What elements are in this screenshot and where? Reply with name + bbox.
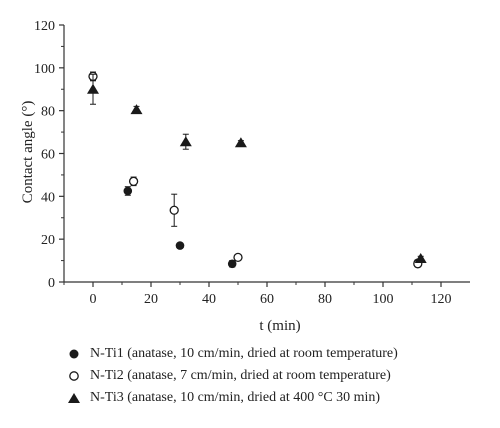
data-point	[414, 252, 427, 263]
filled-triangle-icon	[66, 390, 82, 406]
legend-label-n-ti1: N-Ti1 (anatase, 10 cm/min, dried at room…	[90, 346, 398, 361]
data-point	[179, 136, 192, 147]
x-tick-label: 40	[202, 292, 216, 307]
filled-circle-icon	[66, 346, 82, 362]
open-circle-icon	[66, 368, 82, 384]
y-tick-label: 0	[48, 276, 55, 291]
y-tick-label: 20	[41, 233, 55, 248]
scatter-plot: 0 20 40 60 80 100 120 0 20 40 60 80 100 120 t (min) C…	[20, 19, 470, 334]
data-point	[169, 205, 179, 215]
y-tick-label: 120	[34, 19, 55, 34]
legend: N-Ti1 (anatase, 10 cm/min, dried at room…	[66, 343, 496, 409]
data-point	[227, 259, 237, 269]
data-point	[130, 104, 143, 115]
legend-label-n-ti3: N-Ti3 (anatase, 10 cm/min, dried at 400 …	[90, 390, 381, 405]
data-point	[234, 137, 247, 148]
x-tick-label: 100	[373, 292, 394, 307]
y-tick-label: 80	[41, 105, 55, 120]
legend-label-n-ti2: N-Ti2 (anatase, 7 cm/min, dried at room …	[90, 368, 391, 383]
data-marks	[87, 71, 427, 269]
series-3	[87, 73, 427, 263]
y-tick-label: 60	[41, 148, 55, 163]
x-tick-label: 0	[90, 292, 97, 307]
x-axis-title: t (min)	[259, 318, 300, 334]
data-point	[87, 83, 99, 94]
x-tick-label: 80	[318, 292, 332, 307]
y-tick-label: 40	[41, 190, 55, 205]
x-tick-label: 20	[144, 292, 158, 307]
series-2	[88, 71, 423, 269]
x-tick-label: 60	[260, 292, 274, 307]
y-axis-title: Contact angle (°)	[20, 101, 36, 204]
data-point	[233, 252, 243, 263]
axes: 0 20 40 60 80 100 120 0 20 40 60 80 100 120	[34, 19, 470, 307]
x-tick-label: 120	[431, 292, 452, 307]
data-point	[128, 176, 139, 186]
legend-item-n-ti3: N-Ti3 (anatase, 10 cm/min, dried at 400 …	[66, 387, 496, 409]
series-1	[88, 71, 423, 269]
data-point	[123, 186, 133, 196]
data-point	[175, 241, 185, 250]
y-tick-label: 100	[34, 62, 55, 77]
legend-item-n-ti2: N-Ti2 (anatase, 7 cm/min, dried at room …	[66, 365, 496, 387]
legend-item-n-ti1: N-Ti1 (anatase, 10 cm/min, dried at room…	[66, 343, 496, 365]
